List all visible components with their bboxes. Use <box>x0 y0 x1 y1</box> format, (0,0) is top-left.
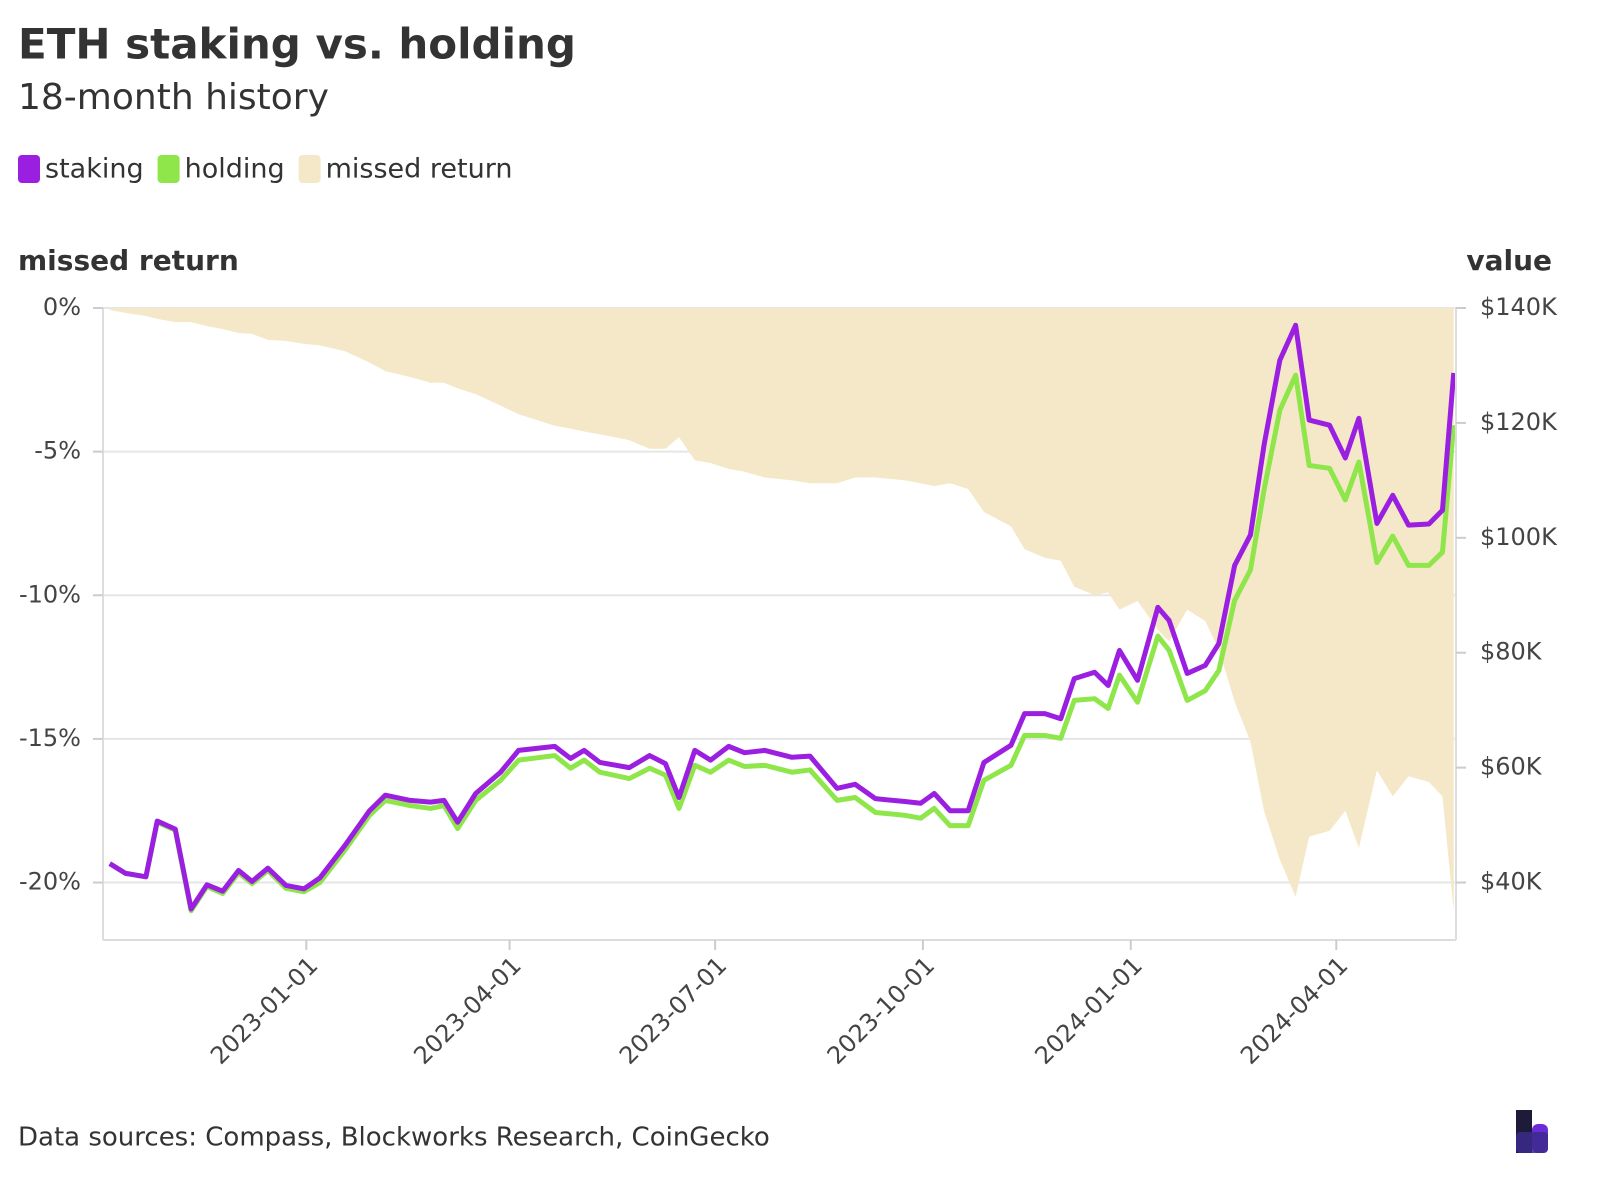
y2-tick-label: $80K <box>1480 638 1543 666</box>
legend-swatch <box>157 155 180 183</box>
line <box>108 322 1457 912</box>
y-tick-label: -20% <box>19 868 81 896</box>
x-tick-label: 2023-04-01 <box>408 951 526 1069</box>
x-tick-label: 2024-04-01 <box>1235 951 1353 1069</box>
x-tick-label: 2023-07-01 <box>614 951 732 1069</box>
y2-tick-label: $140K <box>1480 293 1558 321</box>
y2-tick-label: $120K <box>1480 408 1558 436</box>
legend-swatch <box>298 155 321 183</box>
plot-area <box>103 307 1457 914</box>
legend-label: holding <box>185 154 285 185</box>
y2-tick-label: $60K <box>1480 753 1543 781</box>
line <box>108 372 1457 914</box>
x-tick-label: 2023-01-01 <box>205 951 323 1069</box>
legend-label: missed return <box>326 154 513 185</box>
area <box>109 308 1454 912</box>
y2-tick-label: $100K <box>1480 523 1558 551</box>
x-tick-label: 2024-01-01 <box>1030 951 1148 1069</box>
chart-subtitle: 18-month history <box>18 77 329 118</box>
y-tick-label: -10% <box>19 580 81 608</box>
legend-label: staking <box>45 154 144 185</box>
y2-axis-title: value <box>1466 244 1552 277</box>
legend: staking holding missed return <box>18 154 512 185</box>
logo-base <box>1516 1132 1548 1153</box>
logo <box>1516 1110 1548 1153</box>
source-note: Data sources: Compass, Blockworks Resear… <box>18 1123 770 1153</box>
legend-swatch <box>18 155 40 183</box>
y2-tick-label: $40K <box>1480 868 1543 896</box>
y-tick-label: -15% <box>19 724 81 752</box>
y-tick-label: 0% <box>43 293 81 321</box>
chart-title: ETH staking vs. holding <box>18 20 576 69</box>
y-tick-label: -5% <box>34 437 81 465</box>
x-tick-label: 2023-10-01 <box>822 951 940 1069</box>
y-axis-title: missed return <box>18 244 239 277</box>
